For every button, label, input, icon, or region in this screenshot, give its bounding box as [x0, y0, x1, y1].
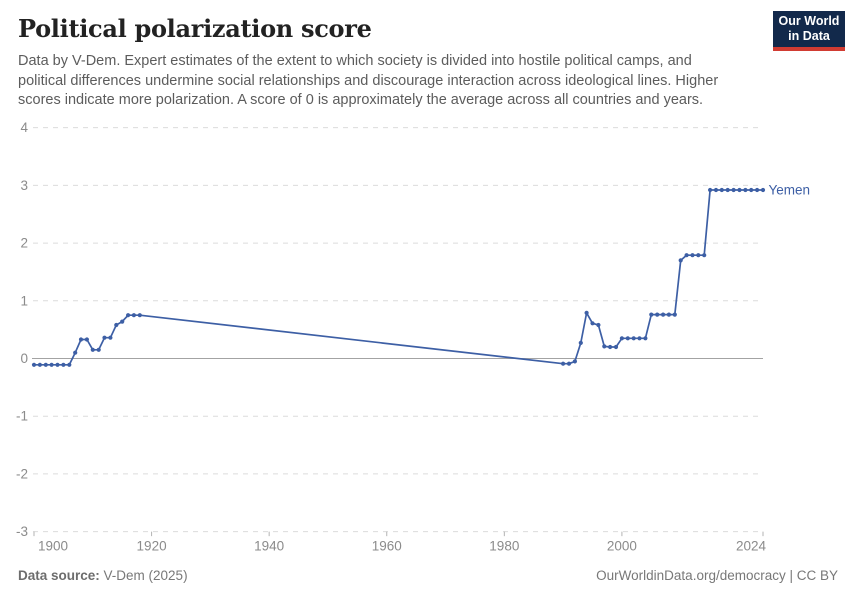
data-point-marker: [31, 362, 37, 367]
data-point-marker: [743, 187, 748, 193]
data-source-value: V-Dem (2025): [99, 568, 188, 583]
data-line-yemen: [34, 189, 763, 366]
data-point-marker: [619, 336, 625, 341]
x-tick-label: 2024: [736, 539, 767, 554]
data-point-marker: [696, 253, 701, 258]
data-point-marker: [755, 187, 760, 193]
y-tick-label: -2: [16, 466, 28, 481]
data-point-marker: [713, 187, 719, 193]
data-point-marker: [690, 253, 695, 258]
x-tick-label: 1920: [137, 539, 167, 554]
data-point-marker: [43, 362, 48, 367]
page-title: Political polarization score: [18, 14, 372, 43]
chart-footer: Data source: V-Dem (2025) OurWorldinData…: [18, 568, 838, 583]
y-tick-label: -1: [16, 409, 28, 424]
data-point-marker: [73, 350, 78, 355]
data-point-marker: [131, 313, 136, 318]
y-tick-label: 3: [20, 178, 28, 193]
data-point-marker: [649, 312, 654, 317]
x-tick-label: 2000: [607, 539, 637, 554]
data-point-marker: [114, 322, 119, 328]
data-point-marker: [590, 321, 595, 326]
data-point-marker: [584, 310, 589, 315]
x-tick-label: 1960: [372, 539, 402, 554]
data-point-marker: [702, 253, 707, 258]
data-point-marker: [90, 347, 95, 352]
data-point-marker: [643, 336, 648, 341]
chart-subtitle: Data by V-Dem. Expert estimates of the e…: [18, 52, 718, 111]
data-point-marker: [613, 344, 619, 350]
data-point-marker: [655, 312, 660, 317]
data-point-marker: [625, 336, 630, 341]
owid-logo-line1: Our World: [778, 14, 840, 28]
y-tick-label: 1: [20, 293, 28, 308]
data-point-marker: [678, 258, 683, 263]
data-point-marker: [737, 187, 742, 193]
data-point-marker: [49, 362, 54, 367]
data-point-marker: [78, 337, 84, 342]
data-point-marker: [61, 362, 66, 367]
subtitle-line-3: scores indicate more polarization. A sco…: [18, 92, 704, 108]
data-point-marker: [684, 253, 689, 258]
data-point-marker: [578, 340, 583, 345]
data-point-marker: [725, 187, 730, 193]
data-point-marker: [96, 347, 101, 352]
data-point-marker: [126, 313, 131, 318]
data-point-marker: [108, 335, 113, 340]
data-point-marker: [572, 359, 578, 364]
data-point-marker: [719, 187, 724, 193]
data-point-marker: [708, 187, 713, 193]
data-point-marker: [661, 312, 666, 317]
data-point-marker: [672, 312, 677, 317]
data-point-marker: [637, 336, 642, 341]
x-tick-label: 1980: [489, 539, 519, 554]
data-point-marker: [666, 312, 672, 317]
subtitle-line-1: Data by V-Dem. Expert estimates of the e…: [18, 53, 692, 69]
data-point-marker: [608, 344, 613, 350]
data-point-marker: [67, 362, 72, 367]
data-point-marker: [84, 337, 89, 342]
data-point-marker: [120, 319, 125, 324]
series-label-yemen: Yemen: [769, 182, 811, 197]
data-point-marker: [596, 322, 601, 328]
data-point-marker: [731, 187, 736, 193]
data-point-marker: [137, 313, 142, 318]
y-tick-label: 4: [20, 120, 28, 135]
y-tick-label: 2: [20, 236, 28, 251]
data-point-marker: [749, 187, 754, 193]
data-source-label: Data source:: [18, 568, 100, 583]
subtitle-line-2: political differences undermine social r…: [18, 72, 719, 89]
chart-canvas[interactable]: 4 3 2 1 0 -1 -2 -3 1900 1920 1940 1960 1980 2000 2024 Y…: [0, 0, 850, 560]
owid-attribution-link[interactable]: OurWorldinData.org/democracy | CC BY: [596, 568, 838, 583]
data-point-marker: [37, 362, 43, 367]
data-point-marker: [102, 335, 107, 340]
data-point-marker: [566, 361, 572, 366]
data-point-marker: [760, 187, 766, 193]
y-tick-label: -3: [16, 524, 28, 539]
data-point-marker: [602, 344, 607, 349]
data-point-marker: [55, 362, 60, 367]
data-source-note: Data source: V-Dem (2025): [18, 568, 188, 583]
x-tick-label: 1900: [38, 539, 68, 554]
x-tick-label: 1940: [254, 539, 284, 554]
owid-logo[interactable]: Our World in Data: [773, 11, 845, 51]
owid-logo-line2: in Data: [788, 29, 830, 43]
data-point-marker: [561, 361, 566, 366]
y-tick-label: 0: [20, 351, 28, 366]
data-point-marker: [631, 336, 636, 341]
